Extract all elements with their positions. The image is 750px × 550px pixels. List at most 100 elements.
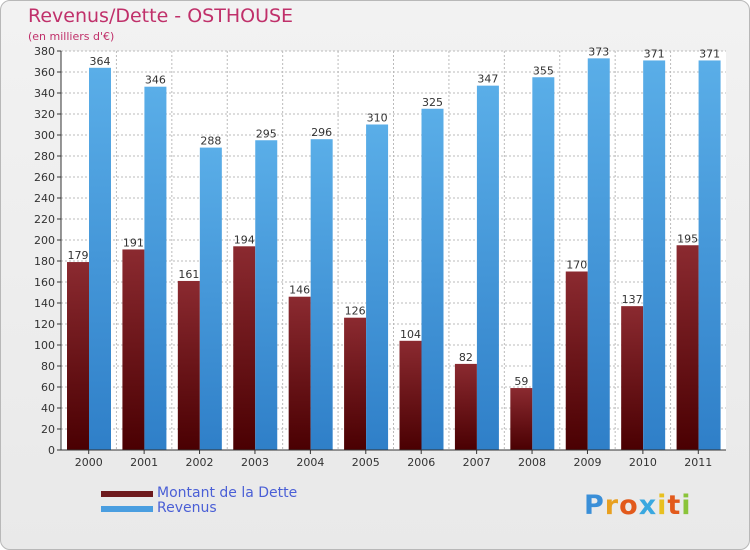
data-label: 325 [422,96,443,109]
y-tick-label: 220 [34,213,55,226]
x-tick-label: 2004 [296,456,324,469]
x-tick-label: 2002 [186,456,214,469]
x-tick-label: 2005 [352,456,380,469]
data-label: 371 [699,47,720,60]
y-tick-label: 320 [34,108,55,121]
logo-letter: o [619,490,639,521]
logo-letter: P [584,490,605,521]
y-tick-label: 300 [34,129,55,142]
logo-letter: r [604,490,620,521]
bar-revenus [532,77,555,450]
bars [67,58,721,451]
bar-dette [67,262,89,450]
data-label: 346 [145,74,166,87]
data-label: 373 [588,45,609,58]
y-tick-label: 20 [41,423,55,436]
bar-revenus [366,124,389,450]
y-tick-label: 280 [34,150,55,163]
x-tick-label: 2007 [463,456,491,469]
data-label: 191 [123,236,144,249]
x-tick-label: 2003 [241,456,269,469]
bar-revenus [587,58,610,450]
bar-revenus [421,108,444,450]
data-label: 161 [178,268,199,281]
data-labels: 179 364 191 346 161 288 194 295 146 296 126 310 104 3… [68,45,721,388]
data-label: 355 [533,64,554,77]
legend-swatch-dette [101,491,153,497]
data-label: 347 [477,73,498,86]
y-tick-label: 240 [34,192,55,205]
data-label: 310 [367,112,388,125]
y-tick-label: 200 [34,234,55,247]
logo-letter: i [681,490,692,521]
bar-revenus [310,139,333,450]
data-label: 82 [459,351,473,364]
bar-dette [676,245,699,450]
x-tick-label: 2006 [407,456,435,469]
data-label: 126 [345,305,366,318]
bar-dette [454,363,477,450]
x-tick-label: 2011 [684,456,712,469]
x-tick-label: 2000 [75,456,103,469]
x-tick-label: 2010 [629,456,657,469]
data-label: 364 [90,55,111,68]
bar-dette [399,340,422,450]
bar-dette [122,249,145,450]
logo-letter: t [667,490,682,521]
data-label: 137 [622,293,643,306]
logo-letter: x [638,490,658,521]
bar-revenus [199,147,222,450]
data-label: 288 [200,135,221,148]
data-label: 104 [400,328,421,341]
bar-revenus [643,60,666,450]
y-tick-label: 80 [41,360,55,373]
y-tick-label: 100 [34,339,55,352]
y-tick-label: 60 [41,381,55,394]
bar-revenus [144,86,167,450]
grid-lines [61,50,726,451]
data-label: 195 [677,232,698,245]
data-label: 296 [311,126,332,139]
legend-swatch-revenus [101,506,153,512]
y-tick-label: 0 [48,444,55,457]
bar-revenus [89,67,111,451]
logo-letter: i [657,490,668,521]
bar-dette [177,280,200,450]
legend-label-dette: Montant de la Dette [157,485,298,501]
y-tick-label: 160 [34,276,55,289]
bar-dette [233,246,256,450]
y-tick-label: 140 [34,297,55,310]
axes: 0 20 40 60 80 100 120 140 160 180 200 220 240 260 280 3… [34,45,726,469]
y-tick-label: 180 [34,255,55,268]
data-label: 59 [514,375,528,388]
y-tick-label: 340 [34,87,55,100]
bar-revenus [476,85,499,451]
y-tick-label: 380 [34,45,55,58]
chart-title: Revenus/Dette - OSTHOUSE [28,5,294,27]
bar-dette [621,306,644,450]
data-label: 179 [68,249,89,262]
y-tick-label: 120 [34,318,55,331]
bar-revenus [698,60,721,450]
x-tick-label: 2001 [130,456,158,469]
bar-dette [510,388,533,450]
data-label: 194 [234,233,255,246]
legend-label-revenus: Revenus [157,500,217,516]
bar-dette [288,296,311,450]
bar-dette [344,317,367,450]
data-label: 295 [256,127,277,140]
y-tick-label: 40 [41,402,55,415]
data-label: 371 [644,47,665,60]
x-tick-label: 2008 [518,456,546,469]
proxiti-logo: Proxiti [584,490,692,521]
x-tick-label: 2009 [573,456,601,469]
data-label: 146 [289,284,310,297]
y-tick-label: 360 [34,66,55,79]
data-label: 170 [566,259,587,272]
y-tick-label: 260 [34,171,55,184]
chart-subtitle: (en milliers d'€) [28,30,115,43]
bar-revenus [255,140,278,450]
bar-dette [565,271,588,450]
